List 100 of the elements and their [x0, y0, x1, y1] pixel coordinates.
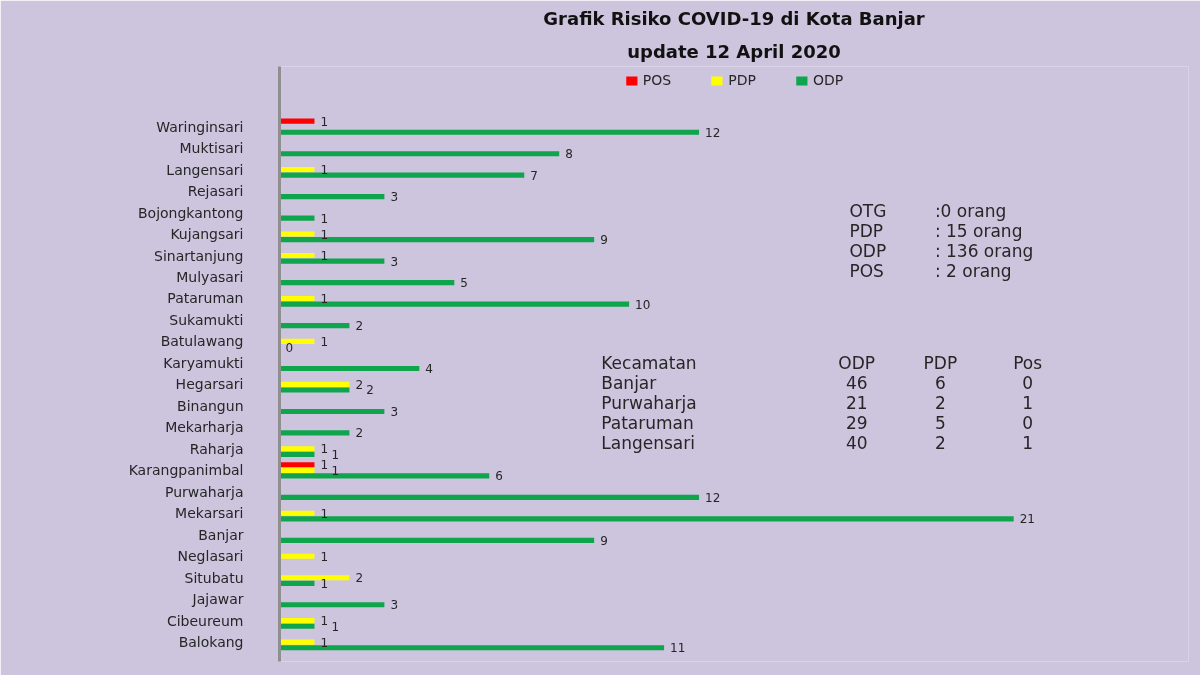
- data-label: 1: [331, 619, 340, 634]
- bar: [279, 167, 315, 173]
- data-label: 1: [320, 334, 329, 349]
- y-tick-label: Purwaharja: [164, 483, 244, 500]
- annotation: 40: [845, 433, 868, 454]
- y-tick-label: Rejasari: [187, 183, 244, 200]
- annotation: POS: [849, 261, 884, 282]
- y-tick-label: Mulyasari: [176, 269, 244, 286]
- annotation: 0: [1022, 373, 1034, 394]
- bar: [279, 381, 350, 387]
- y-tick-label: Balokang: [178, 634, 244, 651]
- bar: [279, 194, 385, 200]
- annotation: ODP: [849, 241, 887, 262]
- bar: [279, 151, 560, 157]
- bar: [279, 365, 420, 372]
- annotation: 21: [845, 393, 868, 414]
- y-tick-label: Raharja: [189, 440, 244, 457]
- annotation: 1: [1022, 433, 1034, 454]
- bar: [279, 295, 315, 302]
- data-label: 1: [320, 249, 329, 264]
- data-label: 11: [670, 641, 686, 656]
- data-label: 9: [600, 233, 608, 248]
- y-tick-label: Waringinsari: [156, 118, 244, 135]
- bar: [279, 280, 455, 286]
- annotation: ODP: [838, 352, 876, 373]
- legend-label: ODP: [812, 72, 844, 88]
- y-tick-label: Kujangsari: [170, 226, 244, 243]
- data-label: 2: [355, 319, 364, 334]
- bar: [279, 623, 315, 629]
- y-tick-label: Binangun: [177, 397, 244, 414]
- data-label: 2: [366, 383, 374, 398]
- data-label: 10: [635, 297, 651, 312]
- y-tick-label: Mekarharja: [165, 419, 244, 436]
- bar: [279, 467, 315, 473]
- data-label: 2: [355, 377, 364, 392]
- data-label: 21: [1019, 512, 1035, 527]
- annotation: 1: [1022, 393, 1034, 414]
- y-tick-label: Bojongkantong: [137, 204, 244, 221]
- bar: [279, 231, 315, 237]
- y-tick-label: Karangpanimbal: [128, 462, 244, 479]
- bar: [279, 172, 525, 178]
- data-label: 1: [320, 163, 329, 178]
- data-label: 1: [320, 506, 329, 521]
- bar: [279, 580, 315, 586]
- legend-label: PDP: [728, 72, 756, 88]
- data-label: 1: [320, 211, 329, 226]
- data-label: 2: [355, 426, 364, 441]
- y-tick-label: Neglasari: [177, 548, 244, 565]
- bar: [279, 237, 595, 243]
- annotation: Purwaharja: [601, 392, 697, 413]
- data-label: 1: [320, 614, 329, 629]
- annotation: PDP: [849, 221, 884, 242]
- data-label: 9: [600, 533, 608, 548]
- bar: [279, 575, 350, 581]
- y-tick-label: Mekarsari: [175, 505, 244, 522]
- chart-subtitle: update 12 April 2020: [627, 40, 841, 62]
- bar: [279, 451, 315, 458]
- data-label: 5: [460, 276, 468, 291]
- y-tick-label: Muktisari: [179, 140, 244, 157]
- annotation: 6: [934, 373, 946, 394]
- annotation: 2: [934, 433, 946, 454]
- data-label: 1: [320, 458, 329, 473]
- annotation: 0: [1022, 413, 1034, 434]
- data-label: 6: [495, 469, 503, 484]
- annotation: Pataruman: [601, 412, 694, 433]
- bar: [279, 446, 315, 452]
- data-label: 12: [705, 125, 721, 140]
- y-tick-label: Jajawar: [191, 591, 244, 608]
- bar: [279, 215, 315, 221]
- data-label: 1: [320, 291, 329, 306]
- legend-label: POS: [642, 72, 672, 88]
- data-label: 4: [425, 362, 433, 377]
- data-label: 1: [320, 227, 329, 242]
- annotation: : 15 orang: [934, 221, 1023, 242]
- data-label: 8: [565, 147, 573, 162]
- data-label: 1: [320, 114, 329, 129]
- bar: [279, 553, 315, 559]
- bar: [279, 537, 595, 543]
- data-label: 2: [355, 571, 364, 586]
- annotation: OTG: [849, 201, 887, 222]
- bar: [279, 516, 1014, 522]
- annotation: Pos: [1013, 352, 1043, 373]
- annotation: PDP: [923, 352, 958, 373]
- data-label: 7: [530, 168, 538, 183]
- y-tick-label: Batulawang: [160, 333, 244, 350]
- bar: [279, 494, 700, 500]
- y-tick-label: Sinartanjung: [154, 247, 244, 264]
- y-tick-label: Cibeureum: [166, 612, 244, 629]
- bar: [279, 462, 315, 468]
- data-label: 1: [320, 442, 329, 457]
- annotation: Langensari: [601, 432, 695, 453]
- data-label: 1: [320, 635, 329, 650]
- annotation: 29: [845, 413, 868, 434]
- bar: [279, 118, 315, 124]
- bar: [279, 387, 350, 393]
- bar: [279, 129, 700, 135]
- bar: [279, 301, 630, 307]
- bar: [279, 252, 315, 259]
- data-label: 12: [705, 490, 721, 505]
- bar: [279, 618, 315, 624]
